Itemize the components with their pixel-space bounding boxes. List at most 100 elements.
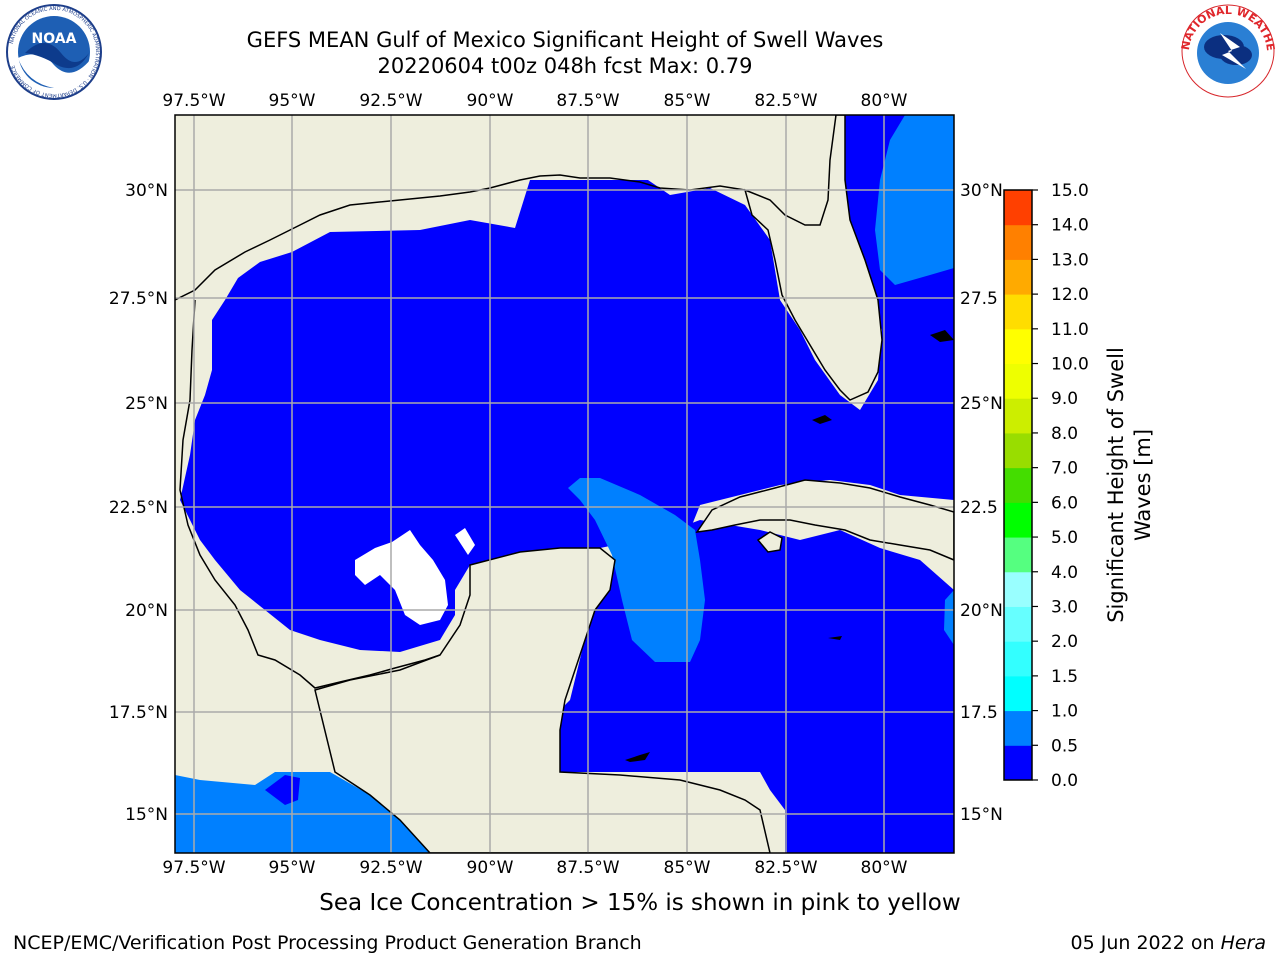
keys-island: [812, 415, 832, 424]
gulf-water: [180, 115, 954, 652]
colorbar-segment: [1004, 190, 1032, 226]
colorbar-segment: [1004, 502, 1032, 538]
axis-labels: 97.5°W 97.5°W 95°W 95°W 92.5°W 92.5°W 90°W 90°W…: [109, 91, 1003, 878]
colorbar-label-line2: Waves [m]: [1131, 429, 1155, 541]
lon-label-bottom: 87.5°W: [556, 858, 619, 878]
lat-label-left: 22.5°N: [109, 498, 168, 518]
lon-label-bottom: 92.5°W: [359, 858, 422, 878]
colorbar-tick-label: 10.0: [1051, 355, 1089, 375]
footer-host: Hera: [1220, 932, 1266, 954]
isla-juventud: [756, 531, 783, 553]
lon-label-top: 95°W: [269, 91, 316, 111]
lon-label-top: 87.5°W: [556, 91, 619, 111]
colorbar-tick-label: 2.0: [1051, 632, 1078, 652]
cuba-land: [695, 479, 954, 561]
bahamas-swell: [944, 590, 954, 645]
yucatan-coast: [314, 547, 771, 853]
colorbar-segment: [1004, 710, 1032, 746]
lon-label-top: 90°W: [467, 91, 514, 111]
no-data-area: [355, 530, 448, 625]
colorbar-tick-label: 8.0: [1051, 424, 1078, 444]
colorbar-tick-label: 0.0: [1051, 771, 1078, 791]
colorbar-segment: [1004, 432, 1032, 469]
atlantic-swell: [875, 115, 954, 285]
colorbar: 0.0 0.5 1.0 1.5 2.0 3.0 4.0 5.0 6.0 7.0 8.0 9.0 10.0…: [1003, 181, 1089, 791]
colorbar-tick-label: 13.0: [1051, 250, 1089, 270]
lat-label-right: 15°N: [960, 805, 1003, 825]
footer-credit: NCEP/EMC/Verification Post Processing Pr…: [13, 932, 642, 954]
lon-label-top: 82.5°W: [754, 91, 817, 111]
sea-ice-caption: Sea Ice Concentration > 15% is shown in …: [319, 890, 961, 916]
map-frame: [174, 114, 955, 854]
bay-islands: [625, 752, 650, 762]
lat-label-left: 25°N: [125, 394, 168, 414]
colorbar-segment: [1004, 537, 1032, 573]
lat-label-left: 20°N: [125, 601, 168, 621]
colorbar-tick-label: 5.0: [1051, 528, 1078, 548]
lon-label-bottom: 85°W: [664, 858, 711, 878]
colorbar-segment: [1004, 606, 1032, 642]
colorbar-segment: [1004, 224, 1032, 260]
lat-label-left: 17.5°N: [109, 703, 168, 723]
lon-label-top: 85°W: [664, 91, 711, 111]
gridlines: [175, 115, 954, 853]
lon-label-bottom: 80°W: [861, 858, 908, 878]
colorbar-segment: [1004, 467, 1032, 503]
lat-label-left: 15°N: [125, 805, 168, 825]
lat-label-right: 27.5: [960, 289, 998, 309]
colorbar-tick-label: 9.0: [1051, 389, 1078, 409]
colorbar-segment: [1004, 641, 1032, 677]
colorbar-segment: [1004, 571, 1032, 607]
colorbar-tick-label: 14.0: [1051, 216, 1089, 236]
colorbar-tick-label: 15.0: [1051, 181, 1089, 201]
florida-land: [743, 115, 883, 401]
colorbar-tick-label: 6.0: [1051, 493, 1078, 513]
lat-label-right: 22.5: [960, 498, 998, 518]
colorbar-segment: [1004, 259, 1032, 295]
bahamas-island: [930, 330, 954, 342]
map-area: [175, 115, 954, 853]
pacific-swell: [175, 772, 430, 853]
colorbar-tick-label: 3.0: [1051, 597, 1078, 617]
lon-label-bottom: 90°W: [467, 858, 514, 878]
colorbar-tick-label: 12.0: [1051, 285, 1089, 305]
lon-label-bottom: 95°W: [269, 858, 316, 878]
colorbar-segment: [1004, 363, 1032, 399]
lat-label-left: 27.5°N: [109, 289, 168, 309]
colorbar-segment: [1004, 675, 1032, 712]
colorbar-tick-label: 11.0: [1051, 320, 1089, 340]
lon-label-bottom: 82.5°W: [754, 858, 817, 878]
footer-date: 05 Jun 2022 on Hera: [1071, 932, 1266, 954]
yucatan-swell: [568, 478, 705, 662]
colorbar-label-line1: Significant Height of Swell: [1104, 347, 1128, 623]
colorbar-segment: [1004, 398, 1032, 434]
mexico-coastline: [179, 299, 441, 689]
colorbar-segment: [1004, 328, 1032, 365]
lat-label-right: 20°N: [960, 601, 1003, 621]
chart-subtitle: 20220604 t00z 048h fcst Max: 0.79: [377, 54, 753, 78]
colorbar-tick-label: 4.0: [1051, 563, 1078, 583]
lat-label-right: 25°N: [960, 394, 1003, 414]
noaa-logo-icon: NOAA NATIONAL OCEANIC AND ATMOSPHERIC AD…: [6, 4, 102, 100]
lon-label-top: 97.5°W: [162, 91, 225, 111]
colorbar-tick-label: 1.0: [1051, 702, 1078, 722]
colorbar-segment: [1004, 294, 1032, 330]
lon-label-top: 80°W: [861, 91, 908, 111]
no-data-area: [455, 528, 475, 555]
lat-label-right: 17.5: [960, 703, 998, 723]
lat-label-right: 30°N: [960, 181, 1003, 201]
chart-title: GEFS MEAN Gulf of Mexico Significant Hei…: [246, 28, 884, 52]
lon-label-bottom: 97.5°W: [162, 858, 225, 878]
colorbar-segment: [1004, 745, 1032, 781]
noaa-logo-text: NOAA: [32, 31, 77, 47]
colorbar-tick-label: 7.0: [1051, 459, 1078, 479]
nws-logo-icon: NATIONAL WEATHER SERVICE: [1180, 3, 1276, 98]
colorbar-frame: [1003, 189, 1033, 781]
lon-label-top: 92.5°W: [359, 91, 422, 111]
colorbar-tick-label: 0.5: [1051, 736, 1078, 756]
colorbar-tick-label: 1.5: [1051, 667, 1078, 687]
lat-label-left: 30°N: [125, 181, 168, 201]
footer-date-text: 05 Jun 2022 on: [1070, 932, 1221, 954]
cayman-island: [828, 636, 842, 640]
